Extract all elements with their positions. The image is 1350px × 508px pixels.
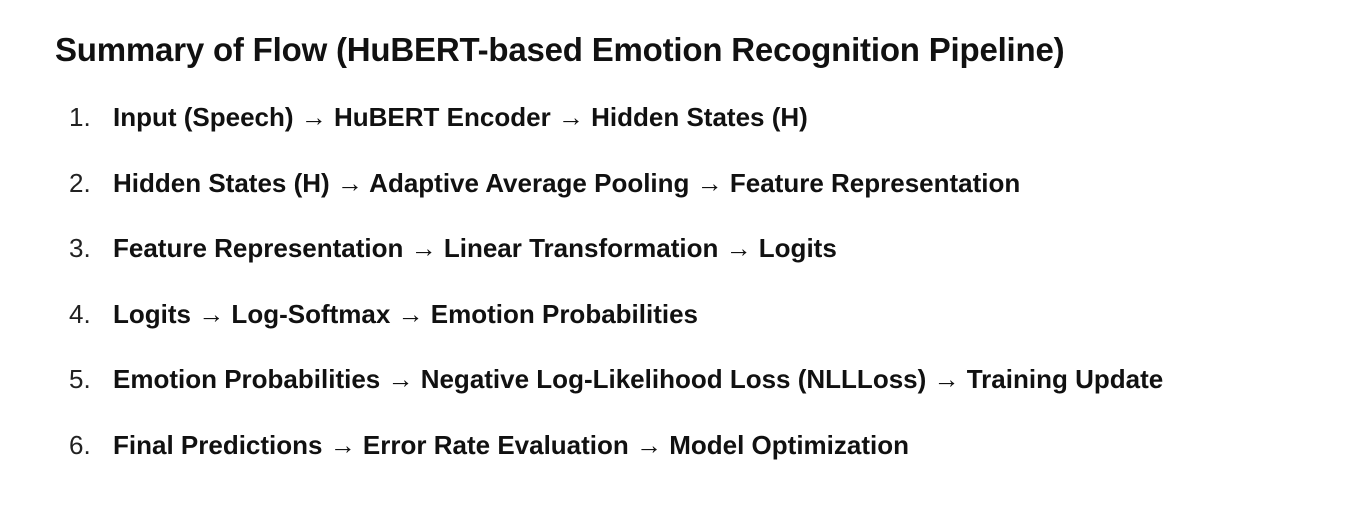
list-item: 5. Emotion Probabilities → Negative Log-… [55, 362, 1350, 428]
step-text: Input (Speech) → HuBERT Encoder → Hidden… [113, 102, 808, 132]
step-text: Emotion Probabilities → Negative Log-Lik… [113, 364, 1164, 395]
step-number: 2. [69, 167, 91, 198]
step-text: Logits → Log-Softmax → Emotion Probabili… [113, 298, 699, 329]
step-number: 6. [69, 429, 91, 460]
step-number: 4. [69, 298, 91, 329]
step-text: Final Predictions → Error Rate Evaluatio… [113, 429, 909, 460]
step-number: 5. [69, 364, 91, 395]
steps-list: 1. Input (Speech) → HuBERT Encoder → Hid… [55, 100, 1350, 494]
step-number: 3. [69, 233, 91, 264]
step-text: Hidden States (H) → Adaptive Average Poo… [113, 167, 1021, 198]
step-number: 1. [69, 102, 91, 132]
list-item: 4. Logits → Log-Softmax → Emotion Probab… [55, 297, 1350, 363]
list-item: 2. Hidden States (H) → Adaptive Average … [55, 166, 1350, 232]
page-title: Summary of Flow (HuBERT-based Emotion Re… [55, 31, 1065, 68]
step-text: Feature Representation → Linear Transfor… [113, 233, 837, 264]
list-item: 6. Final Predictions → Error Rate Evalua… [55, 428, 1350, 494]
list-item: 3. Feature Representation → Linear Trans… [55, 231, 1350, 297]
list-item: 1. Input (Speech) → HuBERT Encoder → Hid… [55, 100, 1350, 166]
